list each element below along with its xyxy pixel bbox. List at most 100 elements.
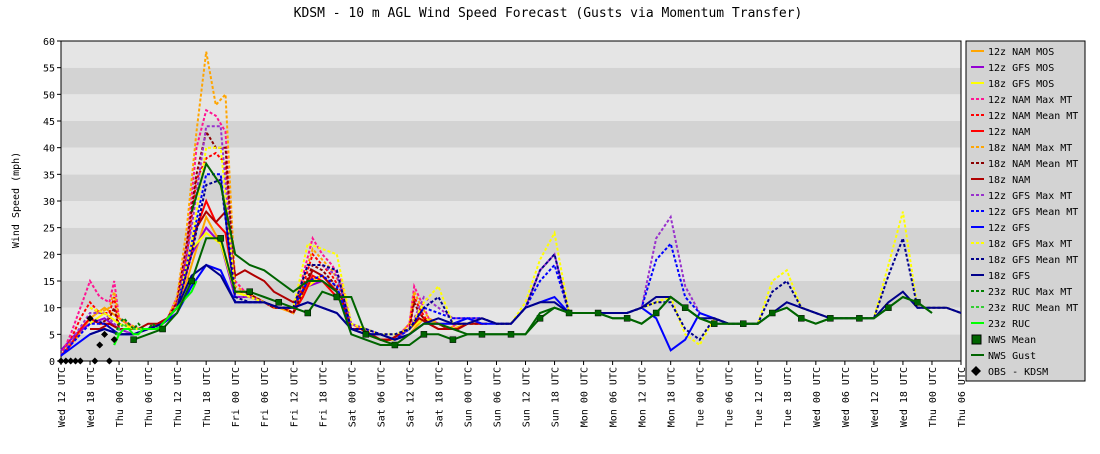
- x-tick-label: Thu 18 UTC: [202, 367, 213, 427]
- legend-label: 23z RUC Mean MT: [988, 303, 1078, 314]
- legend-item: 23z RUC Max MT: [971, 287, 1072, 298]
- data-point: [188, 277, 195, 285]
- legend-item: NWS Gust: [971, 351, 1036, 362]
- data-point: [420, 331, 428, 338]
- x-tick-label: Sat 06 UTC: [376, 367, 387, 427]
- y-tick-label: 55: [43, 64, 55, 75]
- x-tick-label: Mon 00 UTC: [580, 367, 591, 427]
- legend-label: 12z NAM: [988, 127, 1030, 138]
- x-tick-label: Tue 00 UTC: [696, 367, 707, 427]
- legend-label: 12z GFS Max MT: [988, 191, 1072, 202]
- legend-label: NWS Gust: [988, 351, 1036, 362]
- legend-label: 18z GFS Max MT: [988, 239, 1072, 250]
- legend-item: 12z GFS MOS: [971, 63, 1054, 74]
- data-point: [130, 336, 137, 343]
- legend-label: 18z NAM: [988, 175, 1030, 186]
- y-tick-label: 25: [43, 224, 55, 235]
- x-tick-label: Wed 00 UTC: [812, 367, 823, 427]
- legend-item: 12z NAM: [971, 127, 1030, 138]
- legend-item: 12z NAM Mean MT: [971, 111, 1078, 122]
- legend-label: OBS - KDSM: [988, 367, 1048, 378]
- legend-item: 12z NAM Max MT: [971, 95, 1072, 106]
- legend-label: 18z GFS: [988, 271, 1030, 282]
- background-band: [61, 201, 961, 228]
- data-point: [67, 357, 75, 365]
- x-tick-label: Sun 00 UTC: [463, 367, 474, 427]
- y-tick-label: 15: [43, 277, 55, 288]
- legend-item: 18z NAM: [971, 175, 1030, 186]
- data-point: [62, 357, 70, 365]
- legend-item: 18z GFS: [971, 271, 1030, 282]
- y-tick-label: 10: [43, 304, 55, 315]
- legend-item: 18z GFS MOS: [971, 79, 1054, 90]
- x-tick-label: Wed 18 UTC: [86, 367, 97, 427]
- series-18z-nam-max-mt: [89, 51, 487, 341]
- series-18z-gfs: [89, 263, 962, 341]
- background-band: [61, 281, 961, 308]
- legend-swatch: [971, 366, 981, 376]
- legend-label: 23z RUC: [988, 319, 1030, 330]
- y-tick-label: 45: [43, 117, 55, 128]
- y-tick-label: 35: [43, 170, 55, 181]
- x-tick-label: Wed 12 UTC: [870, 367, 881, 427]
- background-band: [61, 121, 961, 148]
- legend-label: 18z NAM Max MT: [988, 143, 1072, 154]
- series-lines: [57, 51, 962, 365]
- legend-label: 12z NAM Max MT: [988, 95, 1072, 106]
- data-point: [159, 325, 166, 333]
- x-tick-label: Mon 18 UTC: [667, 367, 678, 427]
- background-band: [61, 41, 961, 68]
- series-nws-gust: [190, 161, 933, 346]
- x-tick-label: Fri 06 UTC: [260, 367, 271, 427]
- data-point: [72, 357, 80, 365]
- series-line: [89, 263, 962, 341]
- x-tick-label: Thu 12 UTC: [173, 367, 184, 427]
- background-band: [61, 147, 961, 175]
- x-tick-label: Tue 06 UTC: [725, 367, 736, 427]
- legend-item: 12z GFS: [971, 223, 1030, 234]
- background-band: [61, 94, 961, 121]
- x-tick-label: Fri 12 UTC: [289, 367, 300, 427]
- y-tick-label: 60: [43, 37, 55, 48]
- x-tick-label: Sat 00 UTC: [347, 367, 358, 427]
- x-tick-label: Mon 12 UTC: [638, 367, 649, 427]
- legend-label: 23z RUC Max MT: [988, 287, 1072, 298]
- y-axis-label: Wind Speed (mph): [11, 152, 22, 248]
- legend-box: [965, 40, 1086, 382]
- x-tick-label: Fri 00 UTC: [231, 367, 242, 427]
- data-point: [101, 330, 109, 338]
- x-tick-label: Wed 06 UTC: [841, 367, 852, 427]
- legend-item: 23z RUC Mean MT: [971, 303, 1078, 314]
- legend-swatch: [971, 334, 982, 345]
- legend-label: 18z NAM Mean MT: [988, 159, 1078, 170]
- x-tick-label: Thu 06 UTC: [957, 367, 968, 427]
- legend: 12z NAM MOS 12z GFS MOS 18z GFS MOS 12z NAM…: [965, 40, 1086, 382]
- x-tick-label: Fri 18 UTC: [318, 367, 329, 427]
- x-tick-label: Thu 00 UTC: [115, 367, 126, 427]
- x-tick-label: Tue 18 UTC: [783, 367, 794, 427]
- legend-item: NWS Mean: [971, 334, 1036, 346]
- background-band: [61, 174, 961, 201]
- y-tick-label: 5: [49, 330, 55, 341]
- data-point: [105, 357, 113, 365]
- legend-label: NWS Mean: [988, 335, 1036, 346]
- data-point: [76, 357, 84, 365]
- y-tick-label: 0: [49, 357, 55, 368]
- legend-item: 18z NAM Mean MT: [971, 159, 1078, 170]
- legend-label: 12z GFS MOS: [988, 63, 1054, 74]
- legend-label: 12z GFS: [988, 223, 1030, 234]
- y-tick-label: 20: [43, 250, 55, 261]
- x-tick-label: Thu 06 UTC: [144, 367, 155, 427]
- data-point: [217, 235, 224, 242]
- legend-item: OBS - KDSM: [971, 366, 1048, 378]
- data-point: [110, 336, 118, 344]
- x-tick-label: Wed 12 UTC: [57, 367, 68, 427]
- x-tick-label: Sun 06 UTC: [492, 367, 503, 427]
- y-tick-label: 50: [43, 90, 55, 101]
- series-line: [90, 209, 487, 341]
- x-tick-label: Sun 12 UTC: [522, 367, 533, 427]
- data-point: [86, 314, 94, 322]
- data-point: [57, 357, 65, 365]
- background-band: [61, 334, 961, 361]
